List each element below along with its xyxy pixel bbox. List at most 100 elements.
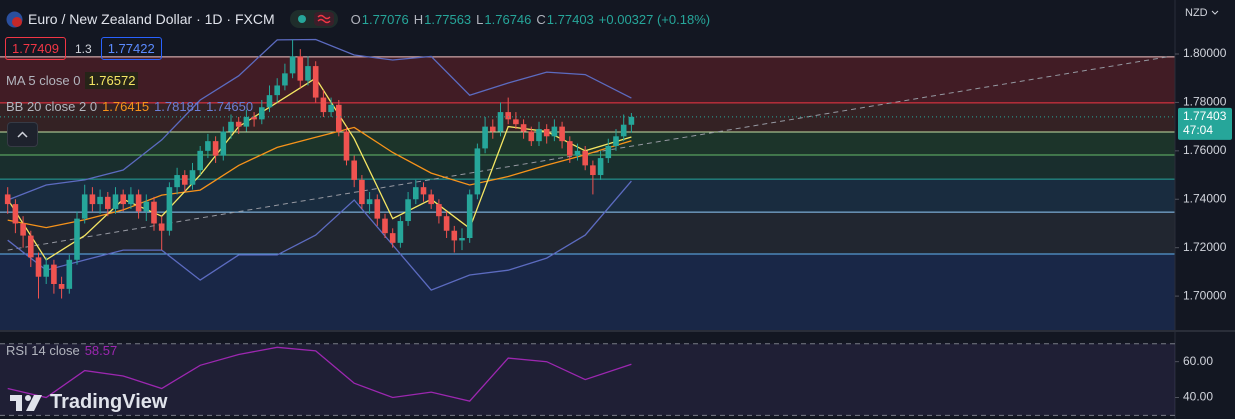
candle-body [497, 112, 504, 132]
brand-logo [10, 394, 42, 411]
candle-body [536, 129, 542, 142]
rsi-band [0, 343, 1175, 416]
candle-body [166, 187, 173, 231]
ohlc-value: 1.77563 [424, 11, 472, 27]
ma-legend: MA 5 close 0 1.76572 [6, 72, 139, 89]
candle-body [189, 170, 196, 185]
y-tick-label: 1.72000 [1183, 240, 1227, 254]
candle-body [143, 201, 150, 212]
candle-body [266, 95, 273, 108]
indicator-line [7, 38, 632, 201]
rsi-tick-label: 60.00 [1183, 354, 1213, 368]
bb-value: 1.76415 [102, 99, 150, 114]
bb-value: 1.78181 [154, 99, 202, 114]
bb-value: 1.74650 [206, 99, 254, 114]
candle-body [428, 194, 434, 205]
candle-body [35, 257, 42, 277]
candle-body [474, 148, 481, 195]
candle-body [205, 141, 211, 151]
ohlc-value: 1.76746 [484, 11, 532, 27]
rsi-tick-label: 40.00 [1183, 390, 1213, 404]
candle-body [343, 131, 350, 161]
candle-body [397, 221, 404, 243]
candle-body [135, 194, 142, 212]
countdown: 47:04 [1183, 123, 1213, 137]
candle-body [489, 126, 496, 132]
candle-body [559, 126, 565, 142]
candle-body [628, 116, 635, 125]
bb-legend: BB 20 close 2 0 1.76415 1.78181 1.74650 [6, 99, 253, 114]
trade-row: 1.77409 1.3 1.77422 [5, 37, 162, 60]
candle-body [551, 126, 558, 137]
candle-body [282, 73, 288, 86]
candle-body [412, 187, 419, 200]
brand-name: TradingView [50, 391, 168, 413]
buy-button[interactable]: 1.77422 [100, 37, 162, 60]
candle-body [274, 85, 280, 96]
indicator-line [7, 126, 632, 229]
zone [0, 102, 1175, 132]
candle-body [120, 194, 126, 205]
candle-body [382, 218, 388, 234]
candle-body [289, 56, 296, 74]
candle-body [405, 199, 411, 222]
candle-body [58, 283, 65, 289]
candle-body [128, 194, 134, 205]
candle-body [605, 145, 612, 159]
candle-body [258, 107, 265, 120]
toggle[interactable] [289, 9, 338, 29]
candle-body [66, 259, 73, 289]
candle-body [335, 104, 342, 132]
sell-button[interactable]: 1.77409 [5, 37, 66, 60]
candle-body [4, 194, 11, 205]
candle-body [359, 179, 365, 205]
candle-body [451, 230, 458, 241]
candle-body [420, 187, 427, 195]
candle-body [374, 199, 381, 219]
candle-body [590, 165, 596, 176]
ohlc-key: C [536, 11, 546, 27]
rsi-legend: RSI 14 close 58.57 [6, 343, 117, 358]
candle-body [151, 201, 157, 224]
rsi-label: RSI 14 close [6, 343, 80, 358]
ohlc-value: 1.77403 [546, 11, 594, 27]
candle-body [582, 150, 588, 166]
candle-body [482, 126, 488, 149]
candle-body [181, 175, 188, 185]
candle-body [51, 264, 57, 284]
candle-body [436, 204, 442, 217]
spread: 1.3 [75, 41, 92, 56]
ohlc-key: O [350, 11, 361, 27]
rsi-value: 58.57 [84, 343, 118, 358]
candle-body [97, 196, 103, 205]
candle-body [112, 194, 119, 209]
ohlc-value: 1.77076 [361, 11, 409, 27]
candle-body [513, 119, 519, 125]
collapse-button[interactable] [7, 122, 38, 147]
y-tick-label: 1.76000 [1183, 143, 1227, 157]
last-price-label: 1.77403 [1183, 109, 1227, 123]
indicator-line [7, 180, 632, 291]
candle-body [251, 116, 257, 120]
candle-body [27, 235, 34, 258]
candle-body [351, 160, 357, 180]
y-tick-label: 1.70000 [1183, 288, 1227, 302]
candle-body [212, 141, 219, 156]
candle-body [366, 199, 373, 205]
bb-label: BB 20 close 2 0 [6, 99, 98, 114]
candle-body [574, 150, 581, 156]
candle-body [320, 97, 327, 113]
ohlc-key: H [413, 11, 424, 27]
candle-body [305, 66, 311, 81]
currency: NZD [1185, 7, 1208, 19]
ma-label: MA 5 close 0 [6, 73, 81, 88]
symbol-title: Euro / New Zealand Dollar · 1D · FXCM [28, 11, 275, 27]
candle-body [158, 223, 165, 231]
zone [0, 253, 1175, 330]
candle-body [389, 233, 396, 243]
zone [0, 56, 1175, 103]
change: +0.00327 (+0.18%) [598, 11, 711, 27]
currency-select[interactable]: NZD [1185, 7, 1219, 19]
